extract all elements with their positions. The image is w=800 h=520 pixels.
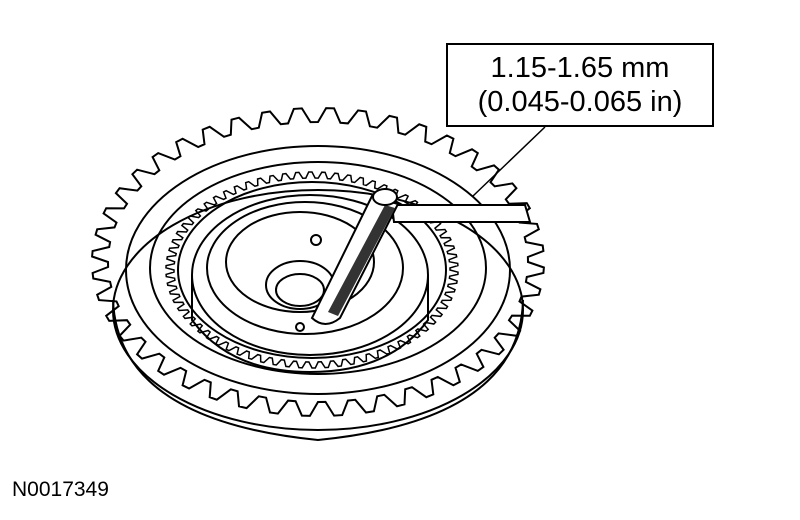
clearance-metric: 1.15-1.65 mm [490,52,670,84]
drum-spline-teeth [91,107,545,417]
oil-hole-lower [295,322,305,332]
feeler-gauge-shading [328,205,395,316]
oil-hole [310,234,322,246]
feeler-gauge-pivot [372,188,398,206]
inner-ring [177,181,447,359]
inner-ring-teeth [165,171,459,369]
hub-bore-inner [275,273,325,307]
feeler-gauge-blade [390,204,532,223]
hub-face [206,201,404,335]
hub-step [225,211,375,313]
figure-id: N0017349 [12,478,109,501]
drum-inner-lip [125,145,511,395]
drum-skirt-line [112,299,524,442]
drum-inner-wall [149,161,487,375]
clearance-callout: 1.15-1.65 mm (0.045-0.065 in) [446,43,714,127]
feeler-gauge [310,188,532,325]
callout-leader-line [472,126,546,197]
clearance-imperial: (0.045-0.065 in) [477,86,683,118]
hub-side [191,275,429,374]
